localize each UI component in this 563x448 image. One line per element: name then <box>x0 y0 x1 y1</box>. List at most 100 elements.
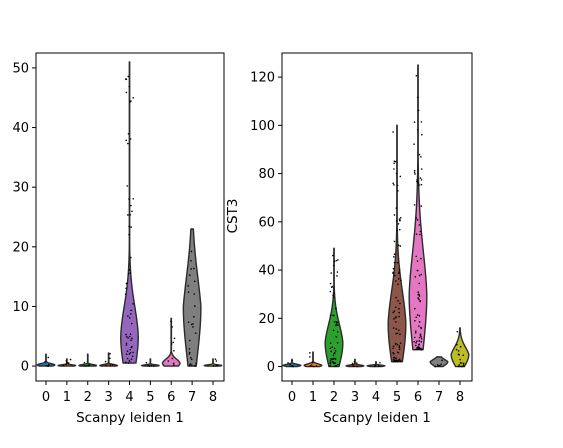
strip-point <box>127 75 130 78</box>
violin-7 <box>429 356 449 368</box>
strip-point <box>393 253 396 255</box>
strip-point <box>109 353 111 355</box>
strip-point <box>395 172 398 175</box>
strip-point <box>397 190 399 192</box>
strip-point <box>83 365 85 367</box>
strip-point <box>130 309 132 312</box>
strip-point <box>69 358 72 361</box>
strip-point <box>393 168 395 170</box>
strip-point <box>398 346 401 348</box>
strip-point <box>351 362 354 365</box>
strip-point <box>125 287 127 290</box>
strip-point <box>128 233 130 236</box>
strip-point <box>420 205 423 207</box>
strip-point <box>329 347 332 350</box>
strip-point <box>393 356 396 359</box>
x-tick-label: 2 <box>330 390 338 405</box>
x-tick-label: 6 <box>167 390 175 405</box>
violin-0 <box>282 358 302 368</box>
strip-point <box>413 169 416 172</box>
strip-point <box>415 330 417 333</box>
strip-point <box>416 269 419 272</box>
strip-point <box>416 340 418 342</box>
x-tick-label: 0 <box>42 390 50 405</box>
strip-point <box>400 360 402 362</box>
strip-point <box>129 272 132 274</box>
strip-point <box>353 360 356 363</box>
strip-point <box>131 345 133 348</box>
strip-point <box>171 326 173 328</box>
strip-point <box>194 332 197 334</box>
strip-point <box>192 326 194 328</box>
strip-point <box>291 360 293 362</box>
strip-point <box>393 359 396 361</box>
strip-point <box>398 308 400 310</box>
strip-point <box>458 364 461 366</box>
strip-point <box>189 274 191 276</box>
strip-point <box>392 131 394 133</box>
strip-point <box>87 364 89 367</box>
strip-point <box>88 364 91 366</box>
strip-point <box>393 318 395 320</box>
strip-point <box>398 228 401 231</box>
strip-point <box>330 350 333 353</box>
x-tick-label: 3 <box>104 390 112 405</box>
strip-point <box>193 365 196 367</box>
strip-point <box>129 335 131 338</box>
strip-point <box>393 214 396 216</box>
y-tick-label: 120 <box>250 71 275 86</box>
strip-point <box>395 359 398 362</box>
strip-point <box>334 365 336 368</box>
strip-point <box>392 352 394 354</box>
violin-0 <box>36 353 56 367</box>
strip-point <box>418 153 421 156</box>
y-tick-label: 0 <box>267 360 275 375</box>
strip-point <box>289 363 292 366</box>
strip-point <box>356 365 358 368</box>
strip-point <box>187 321 190 323</box>
strip-point <box>393 184 395 186</box>
strip-point <box>329 290 332 293</box>
strip-point <box>397 300 399 302</box>
strip-point <box>417 346 420 348</box>
strip-point <box>129 313 132 315</box>
strip-point <box>418 321 421 323</box>
strip-point <box>125 342 128 345</box>
strip-point <box>441 359 443 362</box>
y-tick-label: 40 <box>258 264 275 279</box>
strip-point <box>62 364 65 367</box>
strip-point <box>393 310 396 312</box>
strip-point <box>129 138 132 140</box>
strip-point <box>329 362 332 365</box>
strip-point <box>420 257 422 260</box>
strip-point <box>132 351 134 354</box>
strip-points-7 <box>187 250 197 367</box>
violin-8 <box>450 327 470 368</box>
strip-point <box>420 168 423 170</box>
strip-point <box>331 346 334 348</box>
strip-point <box>395 321 397 323</box>
strip-point <box>456 343 458 346</box>
strip-point <box>419 300 421 303</box>
strip-point <box>126 357 129 360</box>
strip-point <box>420 348 423 351</box>
strip-point <box>413 171 416 174</box>
strip-point <box>309 352 311 354</box>
strip-point <box>415 342 417 344</box>
strip-point <box>399 216 402 219</box>
strip-point <box>416 179 418 181</box>
strip-point <box>104 360 107 363</box>
strip-point <box>417 109 420 112</box>
strip-point <box>457 350 460 352</box>
strip-point <box>129 213 132 216</box>
strip-points-3 <box>104 353 114 367</box>
strip-point <box>398 345 401 347</box>
strip-point <box>397 283 399 286</box>
strip-point <box>125 344 128 346</box>
strip-point <box>126 282 128 284</box>
strip-point <box>418 314 421 317</box>
strip-point <box>170 343 173 345</box>
violin-5 <box>140 358 160 367</box>
y-tick-label: 20 <box>12 240 29 255</box>
